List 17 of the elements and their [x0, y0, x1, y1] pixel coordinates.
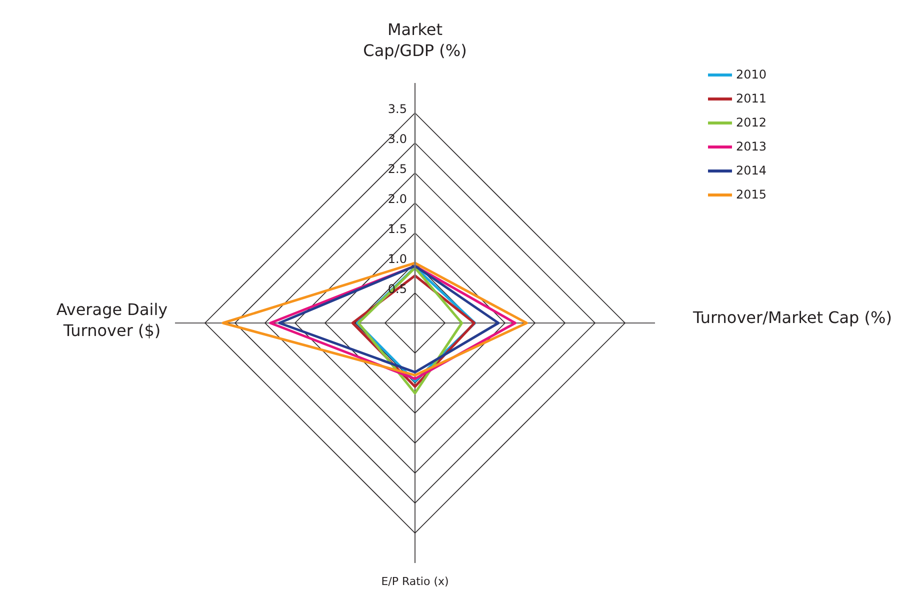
legend-label: 2012 — [736, 115, 767, 130]
y-tick-label: 1.5 — [388, 222, 407, 236]
y-tick-label: 2.5 — [388, 162, 407, 176]
legend-label: 2011 — [736, 91, 767, 106]
spoke-label: Market Cap/GDP (%) — [363, 20, 467, 60]
spoke-label: E/P Ratio (x) — [381, 575, 449, 588]
legend-label: 2013 — [736, 139, 767, 154]
legend-label: 2010 — [736, 67, 767, 82]
y-tick-label: 2.0 — [388, 192, 407, 206]
y-tick-label: 1.0 — [388, 252, 407, 266]
y-tick-label: 0.5 — [388, 282, 407, 296]
y-tick-label: 3.0 — [388, 132, 407, 146]
legend-label: 2015 — [736, 187, 767, 202]
legend-label: 2014 — [736, 163, 767, 178]
spoke-label: Turnover/Market Cap (%) — [692, 308, 892, 327]
y-tick-label: 3.5 — [388, 102, 407, 116]
spoke-label: Average Daily Turnover ($) — [56, 300, 168, 340]
